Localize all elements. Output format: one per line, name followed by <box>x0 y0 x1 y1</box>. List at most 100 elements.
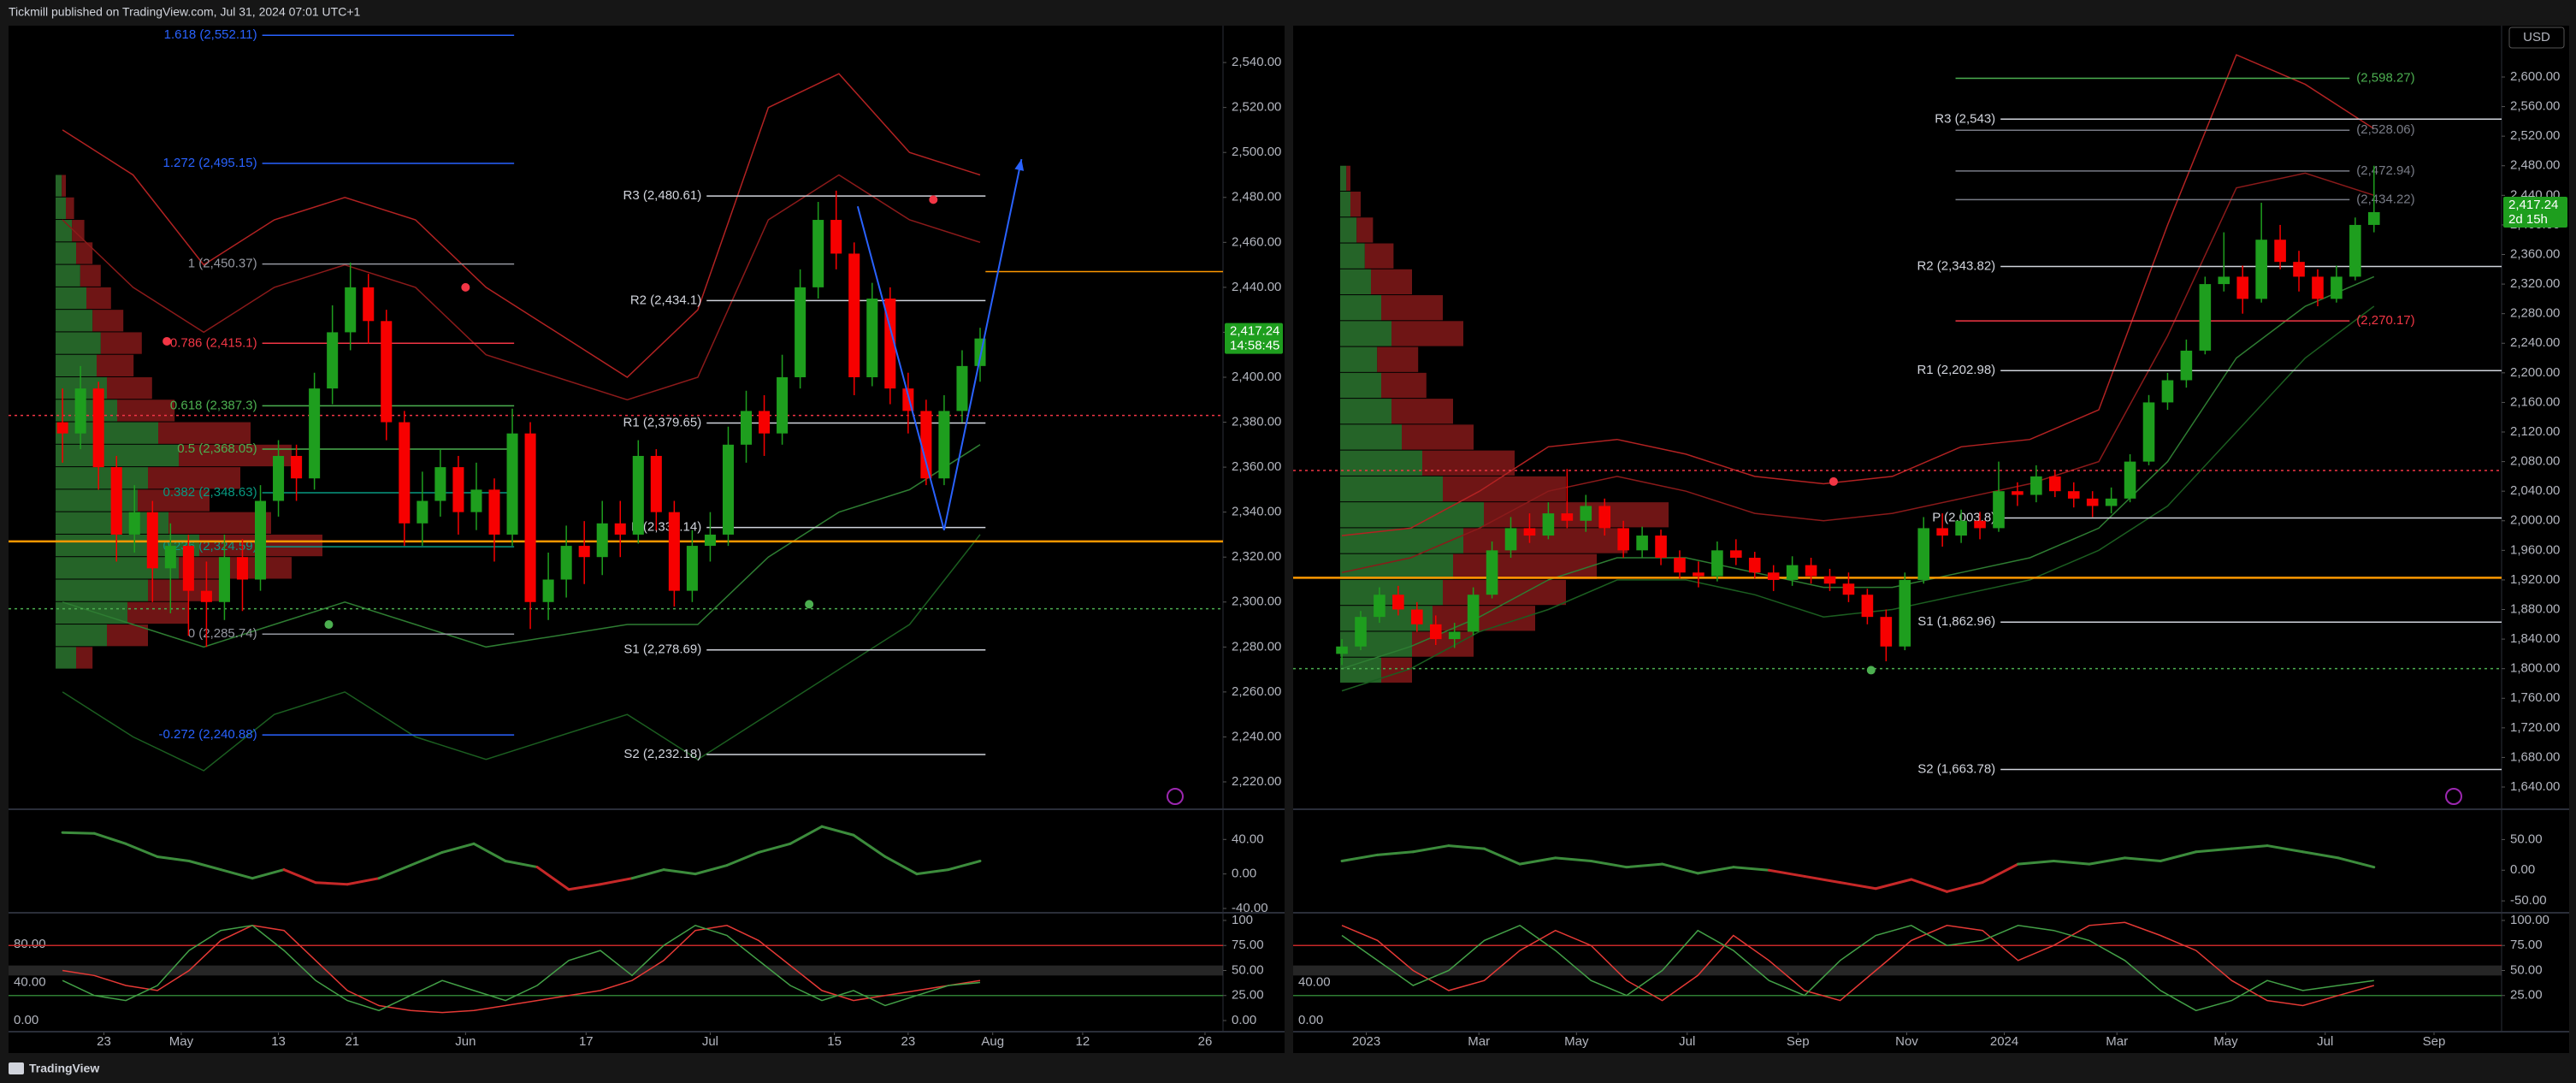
main-pane <box>1293 26 2569 808</box>
oscillator-segment <box>1589 860 1628 869</box>
candle-body <box>1392 595 1404 610</box>
y2-tick-label: 0.00 <box>14 1013 38 1027</box>
candle-body <box>2199 284 2212 351</box>
x-tick-label: May <box>2213 1034 2238 1049</box>
volume-down <box>179 557 292 579</box>
candle-body <box>1917 528 1930 580</box>
level-label: (2,472.94) <box>2356 163 2414 178</box>
candle-body <box>740 411 753 445</box>
oscillator-segment <box>535 866 570 891</box>
candle-body <box>1823 576 1836 584</box>
level-label: (2,270.17) <box>2356 313 2414 328</box>
oscillator-segment <box>2337 856 2376 869</box>
candle-body <box>1730 550 1742 558</box>
candle-body <box>524 433 536 602</box>
volume-up <box>1340 657 1381 683</box>
y-tick-label: 2,320.00 <box>1232 549 1281 564</box>
brand[interactable]: TradingView <box>29 1062 99 1075</box>
oscillator-segment <box>1910 878 1948 893</box>
candle-body <box>164 546 176 569</box>
candle-body <box>2067 491 2080 499</box>
band-line <box>62 73 981 378</box>
volume-up <box>1340 553 1453 579</box>
candle-body <box>470 489 482 512</box>
signal-dot <box>805 600 814 609</box>
candle-body <box>1617 528 1629 551</box>
candle-body <box>1674 557 1686 573</box>
candle-body <box>1767 572 1780 580</box>
volume-down <box>158 422 251 444</box>
volume-down <box>1350 192 1361 217</box>
candle-body <box>2161 380 2174 403</box>
y-tick-label: 2,360.00 <box>2510 246 2560 261</box>
stochastic-line <box>1341 921 2375 1007</box>
volume-up <box>1340 631 1412 657</box>
y-tick-label: 75.00 <box>1232 938 1264 952</box>
oscillator-segment <box>346 877 381 886</box>
volume-up <box>1340 528 1463 553</box>
y-tick-label: 2,360.00 <box>1232 459 1281 474</box>
candle-body <box>1805 565 1817 577</box>
stochastic-line <box>62 924 981 1012</box>
candle-body <box>1974 520 1986 529</box>
volume-down <box>107 376 152 399</box>
volume-up <box>1340 217 1357 243</box>
oscillator-segment <box>630 868 665 880</box>
volume-down <box>80 264 101 287</box>
volume-up <box>56 624 107 647</box>
candle-body <box>1523 528 1536 536</box>
candle-body <box>2236 276 2249 299</box>
volume-up <box>56 422 158 444</box>
y-tick-label: 2,540.00 <box>1232 55 1281 69</box>
volume-up <box>56 332 101 354</box>
oscillator-segment <box>92 831 127 845</box>
x-tick-label: Jul <box>2317 1034 2333 1049</box>
candle-body <box>1693 572 1705 577</box>
volume-down <box>1433 606 1535 631</box>
x-tick-label: 26 <box>1198 1034 1213 1049</box>
candle-body <box>1542 513 1555 536</box>
alert-icon <box>1167 788 1184 805</box>
level-label: (2,434.22) <box>2356 192 2414 206</box>
y-tick-label: 2,240.00 <box>1232 729 1281 743</box>
oscillator-segment <box>599 877 634 886</box>
oscillator-segment <box>1945 881 1984 893</box>
y-tick-label: 1,640.00 <box>2510 779 2560 794</box>
oscillator-pane <box>9 810 1285 912</box>
volume-up <box>56 444 179 467</box>
currency-label[interactable]: USD <box>2523 30 2550 44</box>
candle-body <box>938 411 950 479</box>
oscillator-segment <box>883 855 919 876</box>
signal-dot <box>1866 666 1876 675</box>
x-tick-label: 17 <box>579 1034 594 1049</box>
volume-up <box>56 399 117 422</box>
y-tick-label: 2,520.00 <box>1232 100 1281 115</box>
candle-body <box>1899 579 1911 647</box>
time-axis <box>1293 1033 2569 1053</box>
x-tick-label: May <box>1564 1034 1589 1049</box>
x-tick-label: Sep <box>2423 1034 2446 1049</box>
volume-down <box>62 175 66 197</box>
x-tick-label: 15 <box>827 1034 842 1049</box>
volume-down <box>1356 217 1374 243</box>
volume-up <box>1340 399 1391 424</box>
volume-down <box>1402 424 1474 450</box>
y-tick-label: 50.00 <box>1232 962 1264 977</box>
volume-down <box>1484 502 1669 528</box>
level-label: (2,598.27) <box>2356 70 2414 85</box>
oscillator-segment <box>757 842 792 854</box>
volume-down <box>1422 450 1515 476</box>
candle-body <box>2349 224 2361 277</box>
oscillator-segment <box>852 833 887 858</box>
y-tick-label: 2,340.00 <box>1232 505 1281 519</box>
currency-button[interactable] <box>2508 27 2565 49</box>
oscillator-segment <box>187 860 222 872</box>
volume-down <box>1377 346 1419 372</box>
oscillator-segment <box>567 883 602 891</box>
oscillator-segment <box>820 825 855 837</box>
x-tick-label: 21 <box>345 1034 359 1049</box>
oscillator-segment <box>1874 878 1913 891</box>
volume-up <box>56 579 148 601</box>
level-label: 1.618 (2,552.11) <box>164 27 257 42</box>
level-label: 1 (2,450.37) <box>188 257 257 271</box>
